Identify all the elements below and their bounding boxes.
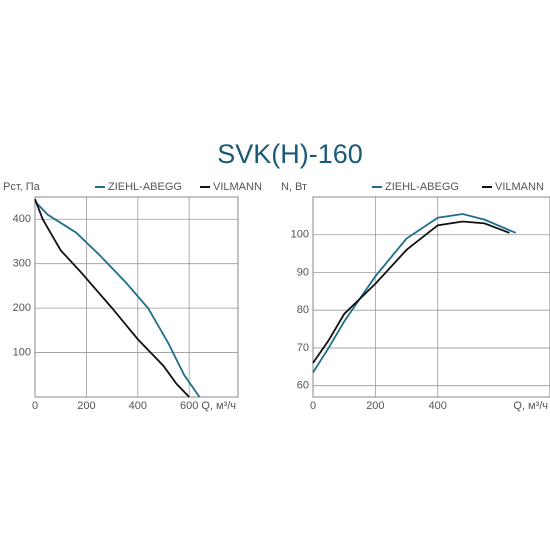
x-tick-label: 400 [129,400,147,412]
x-axis-label: Q, м³/ч [201,400,236,412]
y-tick-label: 200 [13,302,31,314]
legend-label: ZIEHL-ABEGG [385,181,459,193]
y-tick-label: 400 [13,213,31,225]
y-axis-label: Pст, Па [3,181,41,193]
y-tick-label: 300 [13,258,31,270]
x-axis-label: Q, м³/ч [513,400,548,412]
y-tick-label: 90 [297,266,309,278]
data-line [312,220,510,364]
x-tick-label: 200 [366,400,384,412]
y-axis-label: N, Вт [281,181,307,193]
y-tick-label: 80 [297,304,309,316]
x-tick-label: 600 [180,400,198,412]
y-tick-label: 100 [13,346,31,358]
data-line [312,213,517,373]
plot-frame [312,196,550,398]
page-title: SVK(H)-160 [217,139,363,169]
x-tick-label: 0 [310,400,316,412]
legend-label: ZIEHL-ABEGG [108,181,182,193]
x-tick-label: 400 [429,400,447,412]
data-line [34,200,201,398]
data-line [34,198,190,398]
legend-label: VILMANN [213,181,262,193]
x-tick-label: 200 [77,400,95,412]
legend-label: VILMANN [495,181,544,193]
y-tick-label: 100 [291,229,309,241]
plot-frame [34,196,239,398]
y-tick-label: 70 [297,342,309,354]
y-tick-label: 60 [297,380,309,392]
x-tick-label: 0 [32,400,38,412]
